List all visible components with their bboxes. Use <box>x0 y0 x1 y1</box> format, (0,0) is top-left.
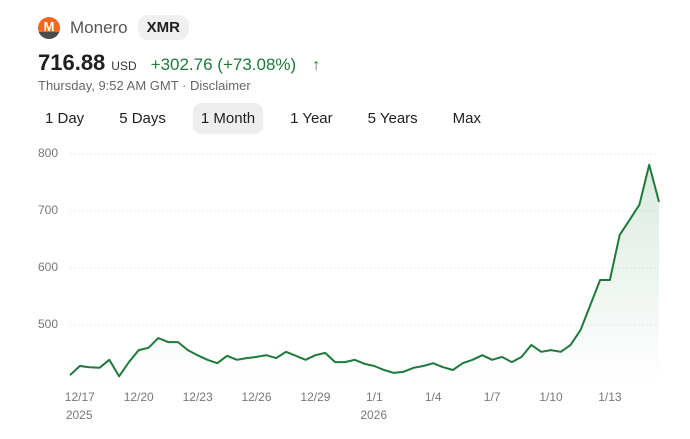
y-tick-label: 600 <box>38 260 58 274</box>
x-year-label: 2025 <box>66 408 93 422</box>
x-tick-label: 12/17 <box>65 390 95 404</box>
y-tick-label: 800 <box>38 146 58 160</box>
timestamp: Thursday, 9:52 AM GMT <box>38 78 179 93</box>
header-row: Monero XMR <box>38 15 189 40</box>
range-tab[interactable]: 1 Day <box>45 110 85 127</box>
logo <box>38 16 60 39</box>
disclaimer[interactable]: Disclaimer <box>189 78 251 93</box>
range-tab[interactable]: 5 Days <box>119 110 166 127</box>
up-arrow: ↑ <box>312 57 321 74</box>
price-row: 716.88 USD +302.76 (+73.08%) ↑ <box>38 50 320 76</box>
x-tick-label: 12/26 <box>242 390 272 404</box>
range-tab[interactable]: 1 Month <box>192 103 264 134</box>
x-tick-label: 1/4 <box>425 390 442 404</box>
x-tick-label: 1/10 <box>539 390 563 404</box>
y-tick-label: 500 <box>38 317 58 331</box>
range-tab[interactable]: Max <box>452 110 482 127</box>
range-tab[interactable]: 5 Years <box>367 110 418 127</box>
separator: · <box>182 78 190 93</box>
ticker: XMR <box>137 15 189 40</box>
area-fill <box>70 164 659 382</box>
x-tick-label: 1/1 <box>366 390 383 404</box>
price-line <box>69 163 660 378</box>
change: +302.76 (+73.08%) <box>150 55 297 74</box>
price: 716.88 <box>38 50 106 75</box>
range-tab[interactable]: 1 Year <box>290 110 333 127</box>
x-year-label: 2026 <box>360 408 387 422</box>
coin-name: Monero <box>70 17 128 37</box>
x-tick-label: 12/29 <box>300 390 330 404</box>
meta-row: Thursday, 9:52 AM GMT · Disclaimer <box>38 78 251 93</box>
x-tick-label: 12/23 <box>183 390 213 404</box>
range-tabs: 1 Day 5 Days 1 Month 1 Year 5 Years Max <box>37 103 505 134</box>
x-tick-label: 1/7 <box>484 390 501 404</box>
currency: USD <box>111 59 137 73</box>
x-tick-label: 1/13 <box>598 390 622 404</box>
x-tick-label: 12/20 <box>124 390 154 404</box>
y-tick-label: 700 <box>38 203 58 217</box>
